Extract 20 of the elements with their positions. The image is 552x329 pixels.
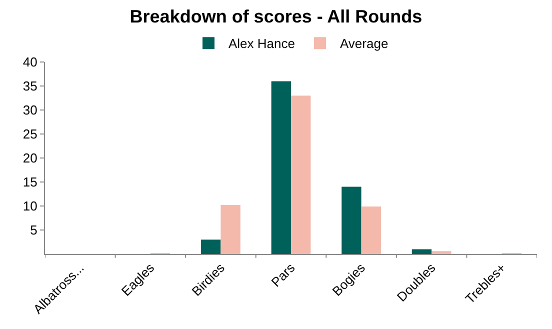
- bar: [201, 240, 221, 254]
- y-tick-label: 30: [22, 102, 38, 118]
- y-tick-label: 40: [22, 54, 38, 70]
- y-tick-label: 25: [22, 126, 38, 142]
- x-tick-label: Pars: [268, 260, 298, 290]
- y-tick-label: 5: [30, 222, 38, 238]
- y-tick-label: 35: [22, 78, 38, 94]
- bar: [220, 205, 240, 254]
- y-tick-label: 15: [22, 174, 38, 190]
- bar: [342, 186, 362, 254]
- y-tick-label: 20: [22, 150, 38, 166]
- bar: [361, 206, 381, 254]
- bar: [271, 81, 291, 254]
- bar: [412, 249, 432, 254]
- bar: [291, 96, 311, 254]
- chart-title: Breakdown of scores - All Rounds: [130, 6, 422, 26]
- y-tick-label: 10: [22, 198, 38, 214]
- legend-label: Alex Hance: [228, 36, 295, 52]
- legend-label: Average: [340, 36, 388, 52]
- bar: [432, 251, 452, 254]
